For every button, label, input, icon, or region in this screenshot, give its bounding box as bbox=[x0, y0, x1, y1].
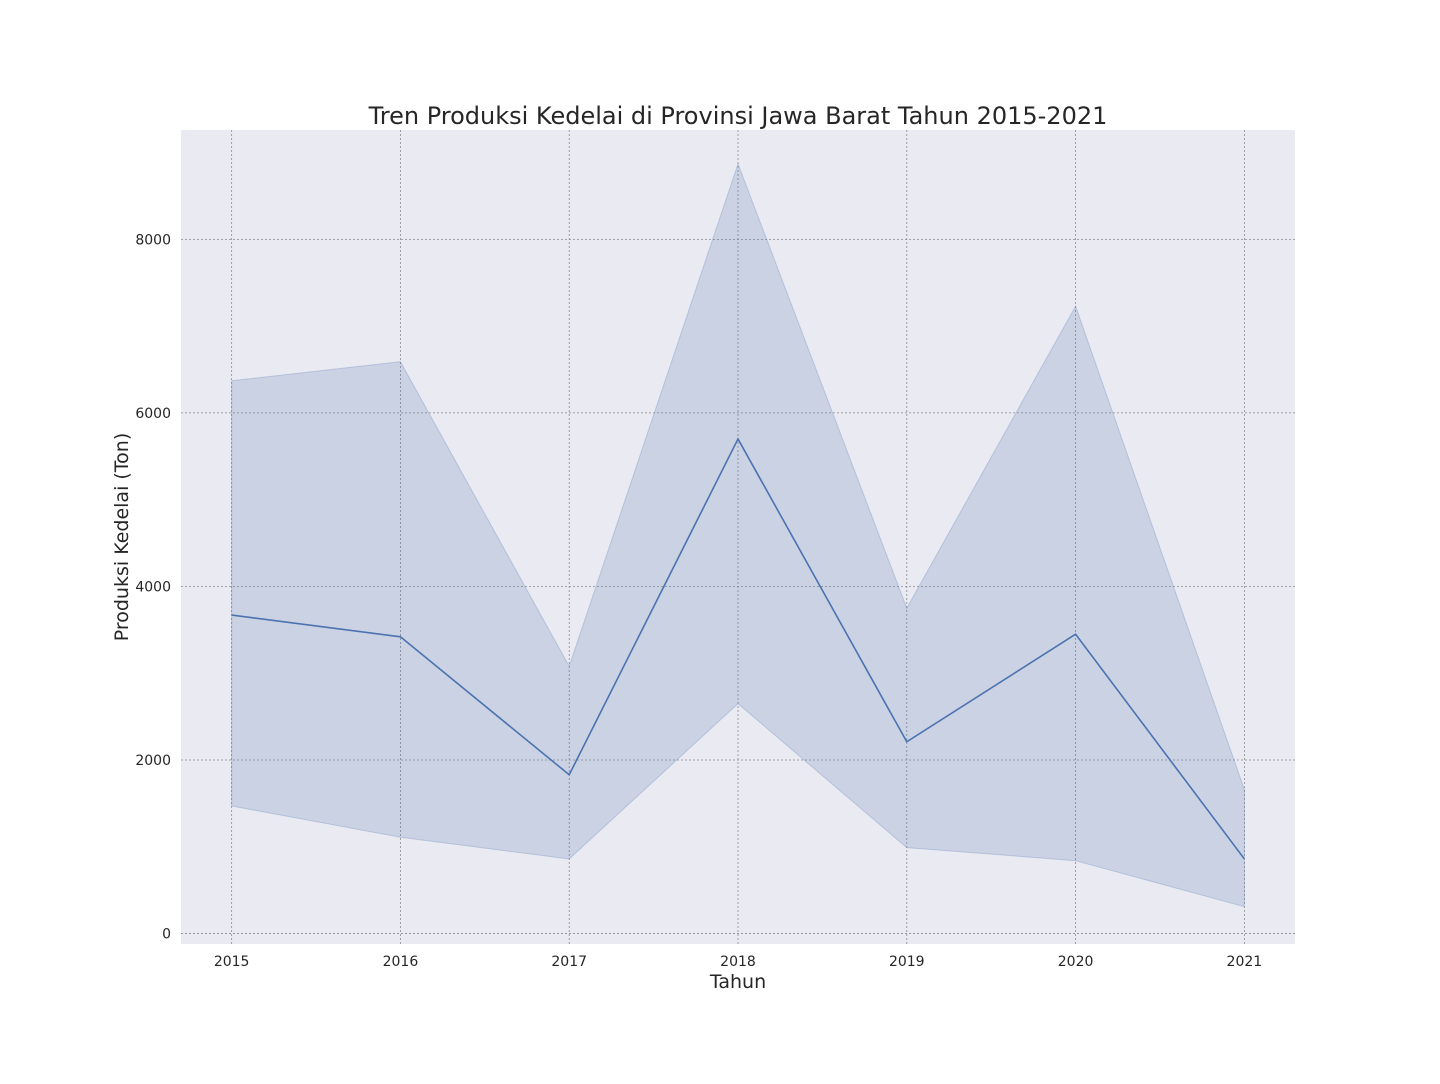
y-tick-label: 6000 bbox=[135, 406, 171, 422]
confidence-band bbox=[231, 162, 1245, 908]
x-tick-label: 2021 bbox=[1227, 954, 1263, 970]
y-tick-label: 2000 bbox=[135, 753, 171, 769]
x-tick-label: 2016 bbox=[383, 954, 419, 970]
y-axis-ticks: 0 2000 4000 6000 8000 bbox=[135, 232, 171, 942]
y-axis-label: Produksi Kedelai (Ton) bbox=[111, 433, 133, 642]
x-axis-ticks: 2015 2016 2017 2018 2019 2020 2021 bbox=[214, 954, 1262, 970]
x-axis-label: Tahun bbox=[709, 971, 766, 993]
y-tick-label: 4000 bbox=[135, 579, 171, 595]
plot-area bbox=[181, 130, 1295, 944]
x-tick-label: 2020 bbox=[1058, 954, 1094, 970]
confidence-band-layer bbox=[231, 162, 1245, 908]
chart-title: Tren Produksi Kedelai di Provinsi Jawa B… bbox=[368, 102, 1108, 130]
y-tick-label: 8000 bbox=[135, 232, 171, 248]
series-line-layer bbox=[231, 437, 1246, 860]
x-tick-label: 2015 bbox=[214, 954, 250, 970]
x-tick-label: 2019 bbox=[889, 954, 925, 970]
x-tick-label: 2017 bbox=[551, 954, 587, 970]
series-line bbox=[231, 437, 1246, 860]
x-tick-label: 2018 bbox=[720, 954, 756, 970]
y-tick-label: 0 bbox=[162, 927, 171, 943]
grid-lines bbox=[181, 130, 1295, 944]
